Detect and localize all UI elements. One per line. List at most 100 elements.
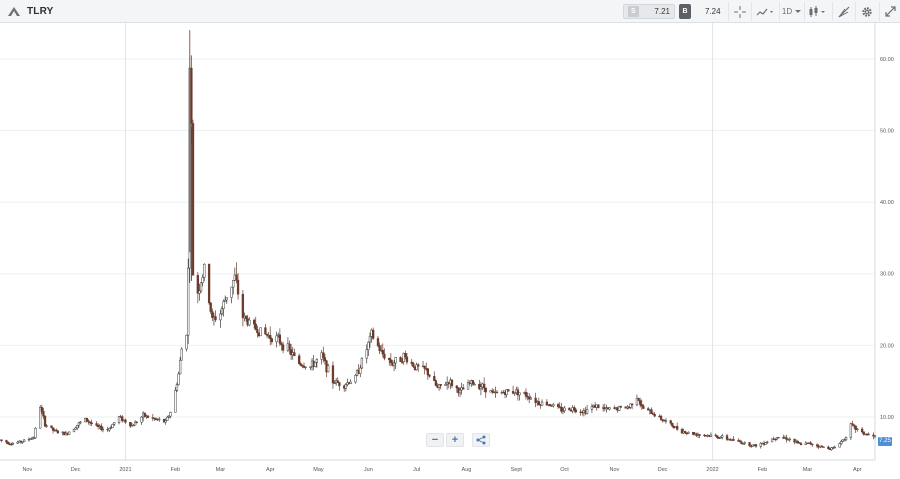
sell-price: 7.21 <box>654 7 670 16</box>
candle-body <box>833 446 836 449</box>
crosshair-button[interactable] <box>728 2 750 21</box>
candle-body <box>381 349 384 355</box>
candle-body <box>854 425 857 430</box>
candlestick-chart[interactable]: 10.00 20.00 30.00 40.00 50.00 60.00 Nov Dec 2021… <box>0 23 900 479</box>
candle-body <box>368 336 372 343</box>
candle-body <box>597 404 600 408</box>
candle-body <box>471 380 475 385</box>
candle-body <box>540 401 544 406</box>
candle-body <box>608 407 611 410</box>
candle-body <box>55 429 58 432</box>
candle-body <box>740 441 743 444</box>
fullscreen-icon <box>884 6 896 17</box>
candle-body <box>844 437 848 440</box>
interval-dropdown[interactable]: 1D <box>779 2 803 21</box>
candle-body <box>428 374 431 377</box>
zoom-out-button[interactable]: − <box>426 433 444 447</box>
interval-label: 1D <box>781 7 793 16</box>
candle-body <box>714 434 717 437</box>
settings-button[interactable] <box>855 2 878 21</box>
candle-body <box>473 383 476 386</box>
indicators-button[interactable] <box>751 2 778 21</box>
candle-body <box>174 390 177 413</box>
candle-body <box>798 442 801 444</box>
candle-body <box>367 341 370 350</box>
x-tick-label: Mar <box>216 467 226 473</box>
candle-body <box>439 384 442 386</box>
candle-body <box>642 405 645 409</box>
candle-body <box>88 421 92 424</box>
candle-body <box>372 329 375 339</box>
candle-body <box>338 382 341 387</box>
candle-body <box>827 446 830 449</box>
instrument-symbol: TLRY <box>27 5 54 17</box>
candle-body <box>199 282 203 292</box>
candle-body <box>671 422 674 427</box>
candle-body <box>513 392 516 394</box>
zoom-in-button[interactable]: + <box>446 433 464 447</box>
drawing-tools-button[interactable] <box>832 2 854 21</box>
candle-body <box>39 407 42 429</box>
candle-body <box>207 263 211 304</box>
candle-body <box>211 311 214 318</box>
candle-body <box>450 379 454 387</box>
candle-body <box>815 444 819 447</box>
candle-body <box>637 397 640 401</box>
buy-button[interactable]: B <box>679 4 691 19</box>
candle-body <box>466 382 470 390</box>
candle-body <box>50 425 53 428</box>
candle-body <box>153 417 156 420</box>
fullscreen-button[interactable] <box>879 2 900 21</box>
candle-body <box>561 410 565 412</box>
candle-body <box>32 437 35 439</box>
candle-body <box>219 313 222 321</box>
candle-body <box>721 435 724 438</box>
candle-body <box>95 423 98 426</box>
x-tick-label: Nov <box>22 467 32 473</box>
candle-body <box>167 415 171 418</box>
candle-body <box>618 406 621 411</box>
candle-body <box>225 297 228 301</box>
candle-body <box>344 384 347 389</box>
candle-body <box>725 435 729 440</box>
candle-body <box>293 352 296 356</box>
candle-body <box>394 357 397 364</box>
candle-body <box>809 442 812 445</box>
candle-body <box>684 431 687 434</box>
candle-body <box>759 443 762 447</box>
price-chart[interactable]: 10.00 20.00 30.00 40.00 50.00 60.00 Nov Dec 2021… <box>0 23 900 479</box>
candle-body <box>11 443 15 445</box>
candle-body <box>121 416 124 422</box>
x-tick-label: Aug <box>462 467 472 473</box>
chart-toolbar: TLRY S 7.21 B 7.24 1D <box>0 0 900 23</box>
candle-body <box>43 415 47 427</box>
candle-body <box>315 359 319 363</box>
candle-body <box>336 380 339 383</box>
indicators-icon <box>756 8 773 15</box>
candle-body <box>548 404 552 406</box>
candle-body <box>537 401 540 405</box>
sell-button[interactable]: S 7.21 <box>623 4 675 19</box>
candle-body <box>235 274 238 281</box>
candle-body <box>314 362 317 367</box>
candle-body <box>415 364 418 370</box>
candle-body <box>404 353 407 358</box>
candle-body <box>669 420 672 424</box>
share-button[interactable] <box>472 433 490 447</box>
candle-body <box>732 438 735 441</box>
candle-body <box>754 444 758 447</box>
candle-body <box>365 349 368 359</box>
drawing-icon <box>838 6 849 17</box>
candle-body <box>298 355 301 364</box>
candle-body <box>639 400 642 405</box>
chart-type-button[interactable] <box>804 2 831 21</box>
candle-body <box>360 357 364 369</box>
candle-body <box>132 424 135 427</box>
candle-body <box>51 427 55 431</box>
candle-body <box>72 428 76 433</box>
x-tick-label: 2022 <box>706 467 718 473</box>
candle-body <box>719 437 722 439</box>
candle-body <box>177 373 180 385</box>
candle-body <box>534 397 537 404</box>
candle-body <box>270 338 273 343</box>
